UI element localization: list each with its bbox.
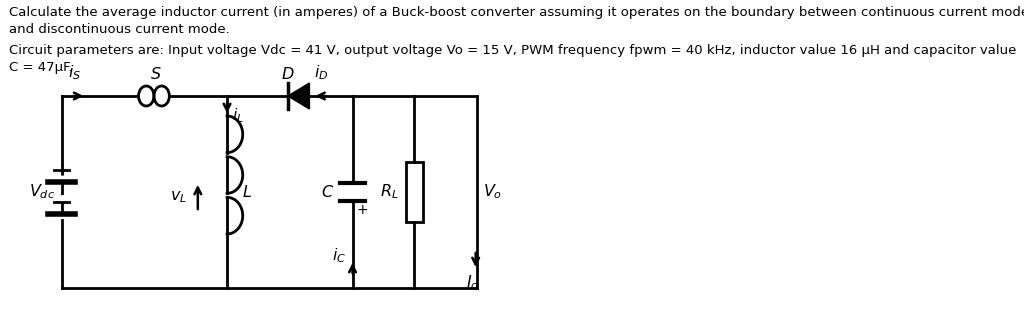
Text: $I_o$: $I_o$: [467, 273, 479, 292]
Text: $i_D$: $i_D$: [314, 63, 329, 82]
Text: Calculate the average inductor current (in amperes) of a Buck-boost converter as: Calculate the average inductor current (…: [9, 6, 1024, 19]
Text: $v_L$: $v_L$: [170, 189, 187, 205]
Text: $i_S$: $i_S$: [68, 63, 81, 82]
Text: $R_L$: $R_L$: [380, 183, 398, 201]
Text: $D$: $D$: [281, 66, 295, 82]
Text: C = 47μF.: C = 47μF.: [9, 61, 73, 74]
Text: $i_L$: $i_L$: [231, 106, 244, 125]
Text: $i_C$: $i_C$: [332, 247, 346, 265]
Text: $C$: $C$: [321, 184, 334, 200]
Polygon shape: [288, 83, 309, 109]
Text: Circuit parameters are: Input voltage Vdc = 41 V, output voltage Vo = 15 V, PWM : Circuit parameters are: Input voltage Vd…: [9, 44, 1017, 57]
Circle shape: [155, 87, 168, 105]
Bar: [406, 162, 423, 222]
Text: $V_{dc}$: $V_{dc}$: [30, 183, 55, 201]
Circle shape: [139, 87, 153, 105]
Text: $+$: $+$: [356, 203, 369, 217]
Text: $L$: $L$: [243, 184, 252, 200]
Text: $V_o$: $V_o$: [483, 183, 503, 201]
Text: and discontinuous current mode.: and discontinuous current mode.: [9, 23, 230, 36]
Text: $S$: $S$: [151, 66, 162, 82]
